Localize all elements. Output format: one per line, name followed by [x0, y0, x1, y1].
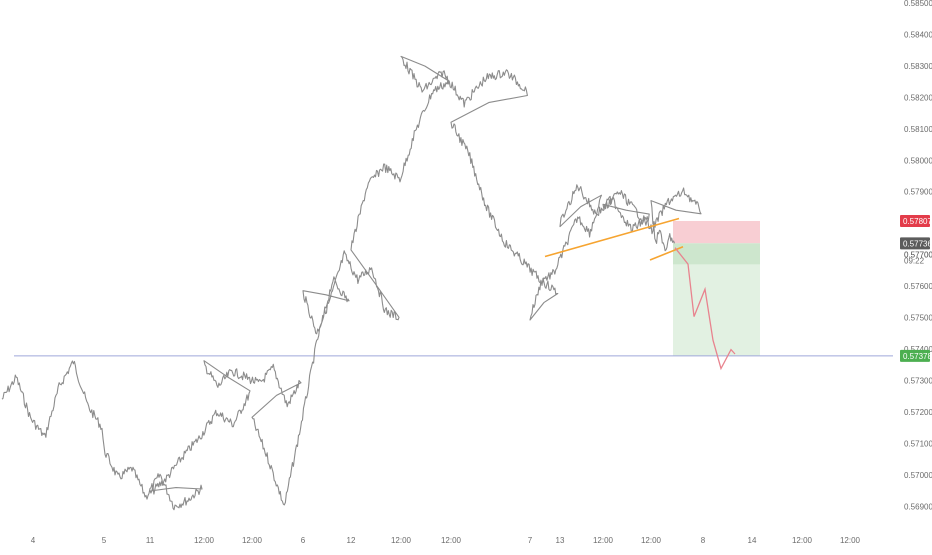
- price-tick-label: 0.58000: [904, 156, 932, 165]
- price-tick-label: 0.57500: [904, 314, 932, 323]
- price-tick-label: 0.57000: [904, 471, 932, 480]
- price-tick-label: 0.58100: [904, 125, 932, 134]
- take-profit-zone-filled: [673, 243, 760, 265]
- time-tick-label: 12:00: [593, 536, 614, 545]
- time-tick-label: 12:00: [441, 536, 462, 545]
- price-tick-label: 0.57200: [904, 408, 932, 417]
- time-tick-label: 12:00: [792, 536, 813, 545]
- time-tick-label: 5: [102, 536, 107, 545]
- price-tick-label: 0.57100: [904, 439, 932, 448]
- price-tick-label: 0.56900: [904, 502, 932, 511]
- price-tick-label: 0.58400: [904, 31, 932, 40]
- price-tick-label: 0.57700: [904, 251, 932, 260]
- price-tick-label: 0.57300: [904, 377, 932, 386]
- current-price-badge-bg: [900, 237, 930, 250]
- time-tick-label: 4: [31, 536, 36, 545]
- price-axis[interactable]: 0.58500 0.58400 0.58300 0.58200 0.58100 0.580…: [904, 0, 932, 511]
- price-series-layer: [1, 55, 702, 511]
- trendline-layer[interactable]: [544, 217, 684, 261]
- time-tick-label: 12:00: [840, 536, 861, 545]
- time-tick-label: 6: [301, 536, 306, 545]
- time-tick-label: 8: [701, 536, 706, 545]
- stop-loss-zone[interactable]: [673, 220, 760, 244]
- price-tick-label: 0.57700: [904, 251, 932, 260]
- support-price-badge: 0.57378: [903, 352, 932, 361]
- time-tick-label: 12:00: [391, 536, 412, 545]
- price-tick-label: 0.57600: [904, 282, 932, 291]
- time-tick-label: 12:00: [242, 536, 263, 545]
- price-tick-label: 0.58200: [904, 93, 932, 102]
- time-tick-label: 12:00: [641, 536, 662, 545]
- trendline[interactable]: [544, 217, 680, 258]
- time-tick-label: 13: [556, 536, 565, 545]
- time-tick-label: 12: [347, 536, 356, 545]
- stop-price-badge-bg: [900, 214, 930, 227]
- countdown-label: 09:22: [904, 256, 925, 265]
- projection-layer[interactable]: [674, 247, 736, 371]
- position-tool[interactable]: [673, 220, 760, 356]
- current-price-badge: 0.57736: [903, 239, 932, 248]
- price-tick-label: 0.57400: [904, 345, 932, 354]
- time-tick-label: 11: [146, 536, 155, 545]
- price-tick-label: 0.58500: [904, 0, 932, 8]
- price-tick-label: 0.58300: [904, 62, 932, 71]
- stop-price-badge: 0.57807: [903, 217, 932, 226]
- price-tick-label: 0.57900: [904, 188, 932, 197]
- time-axis[interactable]: 4 5 12:00 6 12:00 7 12:00 8 12:00 11 12:00 12 12:00 1…: [31, 536, 861, 545]
- projected-path[interactable]: [674, 247, 736, 371]
- time-tick-label: 12:00: [194, 536, 215, 545]
- time-tick-label: 7: [528, 536, 533, 545]
- time-tick-label: 14: [748, 536, 757, 545]
- price-badges: 0.57807 0.57736 09:220.57700 0.57378: [900, 214, 932, 362]
- support-price-badge-bg: [900, 349, 930, 362]
- trendline[interactable]: [649, 246, 684, 261]
- price-series-line: [1, 55, 702, 511]
